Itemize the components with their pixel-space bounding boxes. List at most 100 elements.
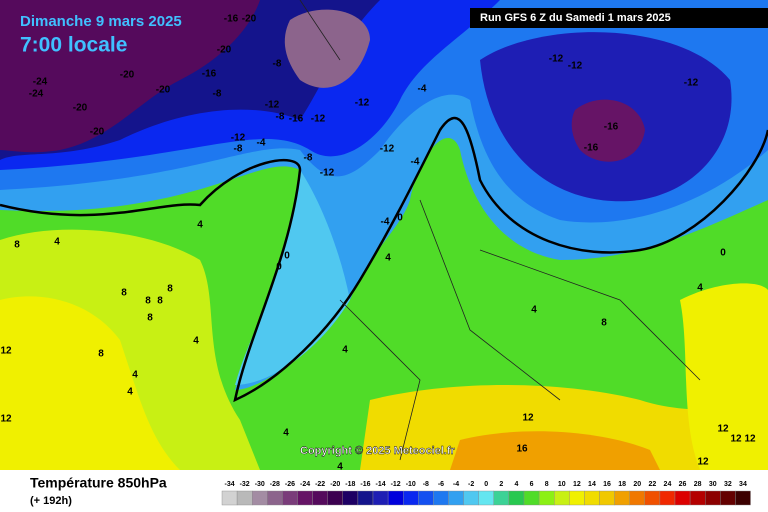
legend-label: -16 xyxy=(360,481,370,488)
legend-label: 34 xyxy=(739,481,747,488)
contour-label: -12 xyxy=(549,54,564,65)
contour-label: -12 xyxy=(380,144,395,155)
legend-swatch xyxy=(357,490,374,506)
contour-label: 4 xyxy=(54,237,60,248)
legend-label: 18 xyxy=(618,481,626,488)
contour-label: 8 xyxy=(14,240,20,251)
contour-label: 0 xyxy=(397,213,403,224)
contour-label: -8 xyxy=(276,112,285,123)
legend-swatch xyxy=(221,490,238,506)
legend-label: -14 xyxy=(375,481,385,488)
contour-label: -8 xyxy=(213,89,222,100)
contour-label: -24 xyxy=(33,77,48,88)
legend-label: 2 xyxy=(499,481,503,488)
legend-label: -34 xyxy=(224,481,234,488)
legend-swatch xyxy=(267,490,283,506)
legend-swatch xyxy=(584,490,600,506)
contour-label: -4 xyxy=(411,157,420,168)
contour-label: -20 xyxy=(217,45,232,56)
legend-swatch xyxy=(418,490,434,506)
legend-swatch xyxy=(508,490,525,506)
contour-label: 8 xyxy=(167,284,173,295)
contour-label: 8 xyxy=(145,296,151,307)
legend-label: -6 xyxy=(438,481,444,488)
legend-label: 26 xyxy=(679,481,687,488)
contour-label: 4 xyxy=(342,345,348,356)
legend-swatch xyxy=(236,490,253,506)
contour-label: 4 xyxy=(127,387,133,398)
legend-label: 8 xyxy=(545,481,549,488)
legend-swatch xyxy=(614,490,630,506)
contour-label: -20 xyxy=(120,70,135,81)
contour-label: 4 xyxy=(337,462,343,473)
contour-label: -4 xyxy=(381,217,390,228)
contour-label: 8 xyxy=(157,296,163,307)
legend-label: 14 xyxy=(588,481,596,488)
contour-label: 12 xyxy=(697,457,709,468)
legend-swatch xyxy=(478,490,495,506)
contour-label: -12 xyxy=(311,114,326,125)
legend-label: 4 xyxy=(514,481,518,488)
legend-swatch xyxy=(523,490,540,506)
legend-label: -32 xyxy=(240,481,250,488)
contour-label: -16 xyxy=(289,114,304,125)
contour-label: -12 xyxy=(684,78,699,89)
legend-swatch xyxy=(659,490,676,506)
footer-lead: (+ 192h) xyxy=(30,495,72,507)
legend-swatch xyxy=(282,490,298,506)
legend-swatch xyxy=(569,490,585,506)
contour-label: -12 xyxy=(265,100,280,111)
legend-label: 32 xyxy=(724,481,732,488)
legend-swatch xyxy=(297,490,313,506)
legend-label: 28 xyxy=(694,481,702,488)
contour-label: -20 xyxy=(73,103,88,114)
legend-swatch xyxy=(448,490,464,506)
contour-label: 12 xyxy=(730,434,742,445)
legend-swatch xyxy=(599,490,615,506)
contour-label: 4 xyxy=(385,253,391,264)
contour-label: -8 xyxy=(273,59,282,70)
contour-label: -12 xyxy=(320,168,335,179)
legend-label: -26 xyxy=(285,481,295,488)
legend-swatch xyxy=(644,490,661,506)
legend-label: -10 xyxy=(406,481,416,488)
legend-swatch xyxy=(720,490,736,506)
contour-label: -16 xyxy=(604,122,619,133)
legend-label: 12 xyxy=(573,481,581,488)
run-box xyxy=(470,8,768,28)
legend-swatch xyxy=(493,490,510,506)
contour-label: 12 xyxy=(717,424,729,435)
legend-swatch xyxy=(689,490,706,506)
legend-label: 6 xyxy=(530,481,534,488)
contour-label: -20 xyxy=(156,85,171,96)
contour-label: 16 xyxy=(516,444,528,455)
legend-label: -22 xyxy=(315,481,325,488)
legend-label: -24 xyxy=(300,481,310,488)
contour-label: -4 xyxy=(418,84,427,95)
color-legend: -34 -32 -30 -28 -26 -24 -22 -20 -18 -16 -14 -12 -10-… xyxy=(221,481,751,506)
legend-swatch xyxy=(705,490,721,506)
contour-label: -12 xyxy=(568,61,583,72)
contour-label: -8 xyxy=(234,144,243,155)
forecast-time: 7:00 locale xyxy=(20,34,127,57)
legend-swatch xyxy=(403,490,419,506)
legend-label: 20 xyxy=(633,481,641,488)
contour-label: 8 xyxy=(601,318,607,329)
legend-swatch xyxy=(629,490,646,506)
legend-label: -2 xyxy=(468,481,474,488)
contour-label: 12 xyxy=(0,414,12,425)
legend-label: -18 xyxy=(345,481,355,488)
legend-swatch xyxy=(387,490,404,506)
legend-swatch xyxy=(342,490,359,506)
contour-label: 4 xyxy=(193,336,199,347)
legend-swatch xyxy=(433,490,449,506)
contour-label: -12 xyxy=(355,98,370,109)
contour-label: 0 xyxy=(276,262,282,273)
legend-label: -28 xyxy=(270,481,280,488)
legend-label: 16 xyxy=(603,481,611,488)
legend-label: -20 xyxy=(330,481,340,488)
contour-label: 8 xyxy=(98,349,104,360)
contour-label: 0 xyxy=(720,248,726,259)
contour-label: -8 xyxy=(304,153,313,164)
